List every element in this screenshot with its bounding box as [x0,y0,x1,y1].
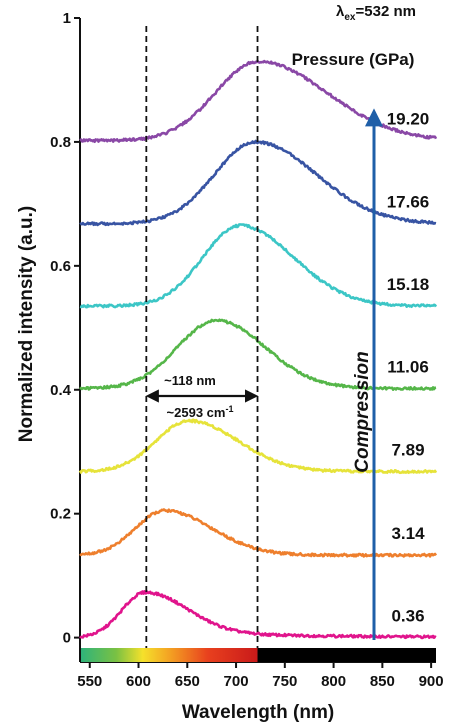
x-tick-label: 850 [370,673,395,690]
series-line [78,418,438,475]
x-tick-label: 700 [224,673,249,690]
x-tick-label: 650 [175,673,200,690]
y-tick-label: 0.8 [50,134,71,151]
y-tick-label: 0.6 [50,258,71,275]
fwhm-cm-sup: -1 [225,404,233,414]
y-tick-label: 0.4 [50,382,72,399]
pressure-label: 0.36 [391,607,424,626]
visible-spectrum-bar [81,648,436,662]
spectrum-ir-segment [257,648,436,662]
excitation-label: λex=532 nm [336,3,416,23]
annotations: Pressure (GPa) λex=532 nm Compression ~118 … [145,3,416,648]
fwhm-cm-text: ~2593 cm [167,405,226,420]
y-axis-title: Normalized intensity (a.u.) [16,206,37,442]
pressure-label: 19.20 [387,110,430,129]
x-tick-label: 800 [321,673,346,690]
excitation-value: =532 nm [356,3,416,20]
fwhm-cm-label: ~2593 cm-1 [167,404,234,420]
y-tick-label: 1 [63,10,71,27]
x-tick-label: 750 [272,673,297,690]
pressure-label: 7.89 [391,441,424,460]
pressure-label: 15.18 [387,275,430,294]
excitation-sub: ex [344,12,356,23]
series-line [79,590,437,640]
x-tick-label: 550 [77,673,102,690]
spectrum-visible-segment [81,648,258,662]
y-tick-label: 0 [63,630,71,647]
pressure-label: 17.66 [387,193,430,212]
x-tick-label: 900 [419,673,444,690]
pressure-label: 11.06 [387,358,429,377]
x-axis-title: Wavelength (nm) [182,702,334,723]
series-line [79,139,437,227]
pressure-label: 3.14 [391,524,425,543]
compression-label: Compression [352,351,373,472]
fwhm-nm-label: ~118 nm [164,373,216,388]
axes: 0 0.2 0.4 0.6 0.8 1 550 600 650 700 750 800 850 900 Wa… [16,10,444,723]
x-tick-label: 600 [126,673,151,690]
y-tick-label: 0.2 [50,506,71,523]
pressure-header: Pressure (GPa) [292,50,415,69]
excitation-lambda: λ [336,3,345,20]
